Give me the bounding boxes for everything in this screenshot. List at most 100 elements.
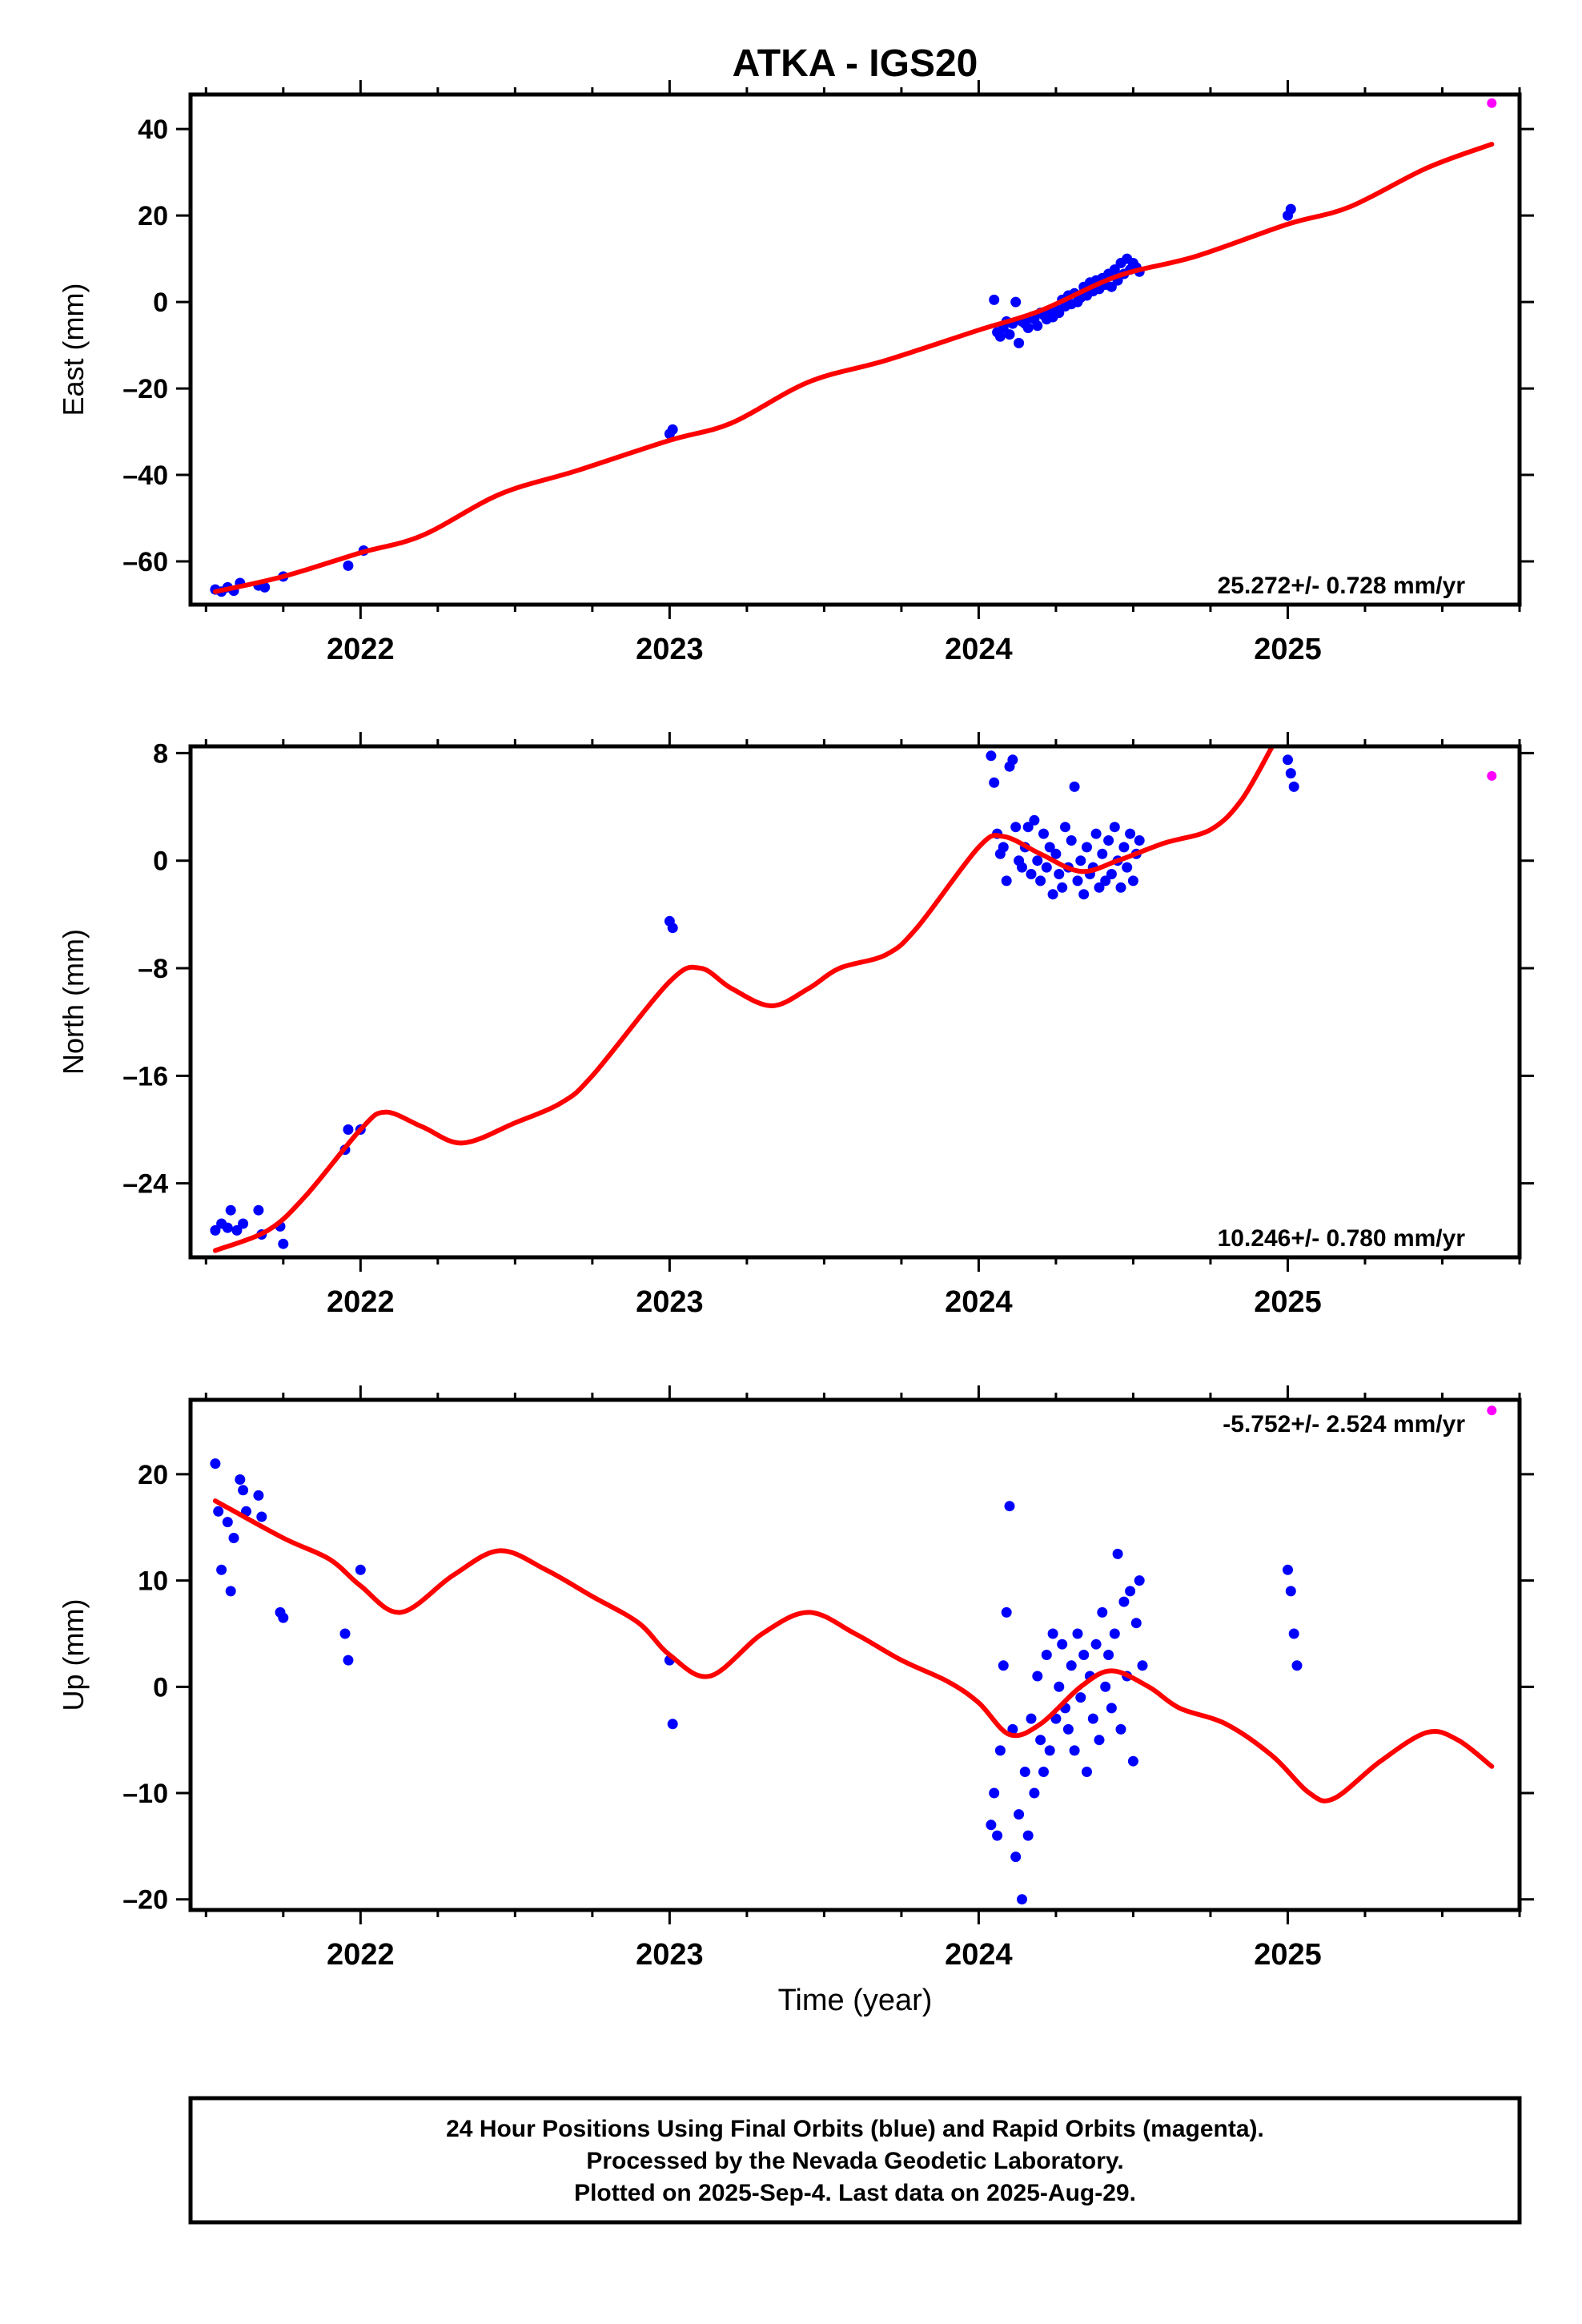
east-final-point (667, 424, 678, 435)
up-ytick-label: –10 (122, 1779, 168, 1809)
north-final-point (1069, 781, 1080, 792)
north-final-point (1134, 835, 1145, 846)
north-final-point (1010, 822, 1022, 833)
up-final-point (1115, 1723, 1126, 1735)
caption-line-3: Plotted on 2025-Sep-4. Last data on 2025… (574, 2180, 1136, 2206)
up-final-point (1137, 1660, 1148, 1671)
north-final-point (1122, 862, 1133, 873)
north-final-point (222, 1222, 233, 1233)
up-final-point (1001, 1606, 1012, 1618)
east-ytick-label: 20 (138, 201, 168, 231)
up-final-point (1078, 1650, 1090, 1660)
up-final-point (1130, 1618, 1142, 1629)
up-final-point (222, 1517, 233, 1528)
up-final-point (1066, 1660, 1077, 1671)
north-final-point (667, 923, 678, 934)
east-final-point (1032, 320, 1043, 332)
up-frame (188, 1397, 1522, 1912)
up-final-point (1038, 1767, 1049, 1777)
up-final-point (1054, 1681, 1065, 1692)
up-final-point (235, 1474, 246, 1485)
north-final-point (1054, 869, 1065, 879)
north-final-point (1125, 828, 1136, 839)
north-final-point (231, 1224, 243, 1236)
up-final-point (986, 1819, 997, 1831)
up-final-point (1288, 1628, 1299, 1639)
north-final-point (225, 1204, 236, 1216)
east-frame (188, 92, 1522, 607)
up-final-point (1026, 1713, 1037, 1724)
north-final-point (1115, 882, 1126, 893)
up-panel: –20 –10 0 10 20 2022 2023 2024 2025 Up (mm) -5.752… (57, 1385, 1534, 1972)
north-final-point (1050, 848, 1062, 859)
up-final-point (339, 1628, 351, 1639)
north-xtick-label: 2022 (327, 1285, 395, 1319)
up-final-point (1035, 1735, 1046, 1746)
north-xtick-label: 2025 (1254, 1285, 1322, 1319)
up-final-point (1106, 1703, 1117, 1714)
north-final-point (989, 777, 1000, 788)
east-final-point (343, 560, 354, 571)
east-ytick-label: 40 (138, 115, 168, 145)
up-xtick-label: 2024 (945, 1938, 1013, 1972)
up-final-point (225, 1586, 236, 1597)
up-ytick-label: –20 (122, 1885, 168, 1916)
up-final-point (1109, 1628, 1120, 1639)
up-final-point (1014, 1809, 1025, 1820)
east-final-point (259, 581, 271, 593)
north-final-point (1029, 814, 1040, 826)
up-final-point (343, 1655, 354, 1666)
caption-line-2: Processed by the Nevada Geodetic Laborat… (586, 2148, 1123, 2174)
north-final-point (1022, 822, 1034, 833)
caption-line-1: 24 Hour Positions Using Final Orbits (bl… (446, 2116, 1264, 2142)
north-final-point (1066, 835, 1077, 846)
up-final-point (1019, 1767, 1030, 1777)
north-final-point (1035, 875, 1046, 887)
north-panel: –24 –16 –8 0 8 2022 2023 2024 2025 North (mm) 10.2… (57, 732, 1534, 1319)
up-final-point (1057, 1638, 1068, 1650)
up-final-point (1062, 1723, 1074, 1735)
north-final-point (1041, 862, 1052, 873)
up-xtick-label: 2025 (1254, 1938, 1322, 1972)
north-xtick-label: 2023 (636, 1285, 704, 1319)
north-ylabel: North (mm) (57, 929, 90, 1075)
up-final-point (1125, 1586, 1136, 1597)
north-final-point (1075, 855, 1086, 866)
north-final-point (1127, 875, 1138, 887)
up-final-point (1007, 1723, 1018, 1735)
up-final-point (228, 1533, 239, 1543)
up-final-point (278, 1612, 289, 1623)
up-final-point (1103, 1650, 1114, 1660)
up-final-point (1100, 1681, 1111, 1692)
up-final-point (1004, 1501, 1015, 1512)
up-ytick-label: 0 (153, 1672, 168, 1703)
north-final-point (1118, 842, 1130, 853)
east-model-line (212, 142, 1495, 594)
up-final-point (1090, 1638, 1102, 1650)
up-final-point (1082, 1767, 1092, 1777)
up-final-point (1134, 1575, 1145, 1586)
east-panel: –60 –40 –20 0 20 40 2022 2023 2024 2025 East (mm) 2… (57, 80, 1534, 666)
east-ytick-label: –60 (122, 547, 168, 577)
east-ytick-label: 0 (153, 287, 168, 318)
north-ytick-label: 0 (153, 846, 168, 877)
east-xtick-label: 2024 (945, 633, 1013, 666)
north-final-point (278, 1238, 289, 1249)
up-final-point (1112, 1548, 1123, 1559)
north-final-point (1082, 842, 1092, 853)
east-final-point (1010, 296, 1022, 308)
up-final-point (1087, 1713, 1098, 1724)
east-final-point (1054, 308, 1065, 319)
north-final-point (998, 842, 1009, 853)
up-final-point (1291, 1660, 1303, 1671)
east-ylabel: East (mm) (57, 283, 90, 416)
east-xtick-label: 2023 (636, 633, 704, 666)
up-final-point (989, 1787, 1000, 1799)
north-final-point (1001, 875, 1012, 887)
north-final-point (1288, 781, 1299, 792)
up-final-point (238, 1485, 249, 1496)
north-rapid-point (1487, 770, 1497, 781)
east-final-point (994, 331, 1006, 342)
up-xtick-label: 2022 (327, 1938, 395, 1972)
